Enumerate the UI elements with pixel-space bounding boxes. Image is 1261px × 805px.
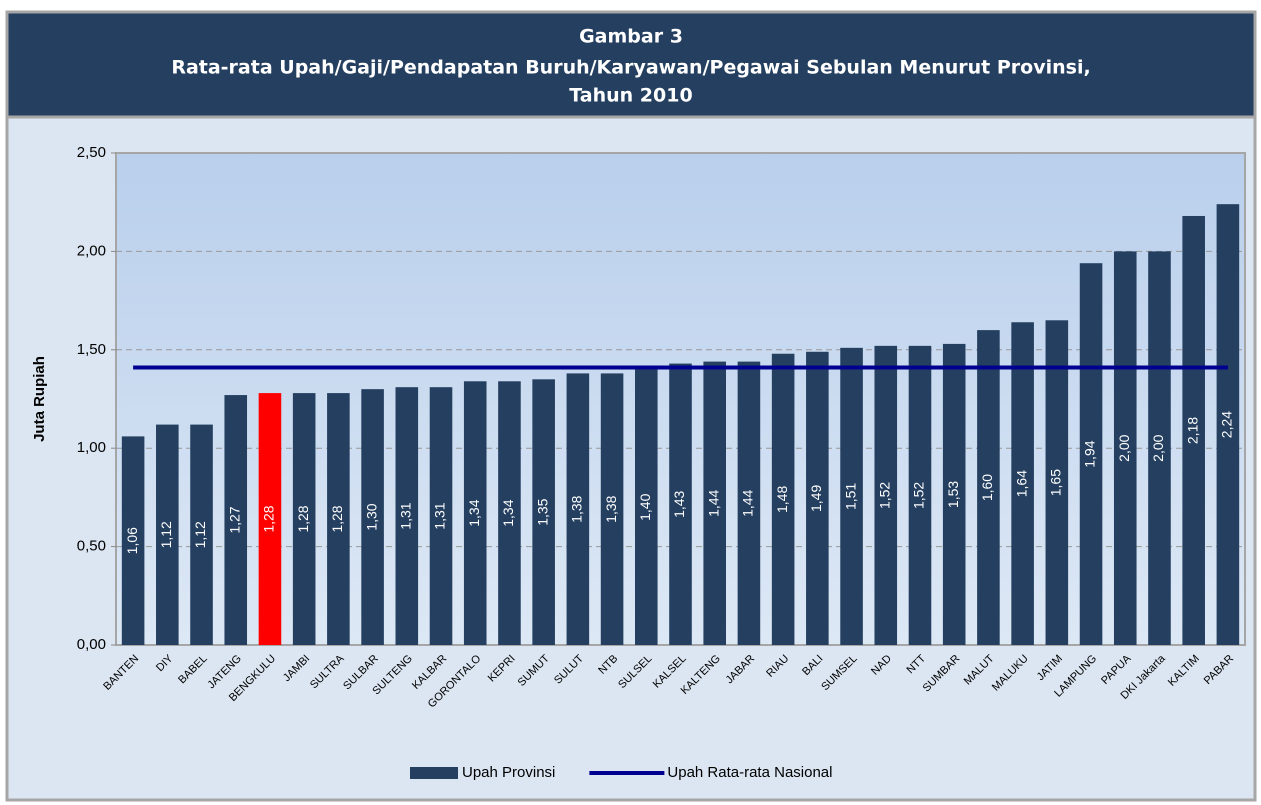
data-label: 1,64 xyxy=(1013,470,1029,497)
data-label: 1,31 xyxy=(398,502,414,529)
data-label: 1,52 xyxy=(876,482,892,509)
bar xyxy=(1216,204,1240,645)
data-label: 1,28 xyxy=(295,505,311,532)
bar xyxy=(327,393,350,645)
bar xyxy=(1148,251,1171,645)
bar xyxy=(395,387,419,645)
y-tick-label: 2,50 xyxy=(77,144,106,161)
data-label: 2,00 xyxy=(1150,434,1166,461)
data-label: 1,28 xyxy=(329,505,345,532)
bar xyxy=(532,379,555,645)
data-label: 1,44 xyxy=(740,489,756,516)
bar xyxy=(1079,263,1103,645)
data-label: 1,65 xyxy=(1048,469,1064,496)
data-label: 1,60 xyxy=(979,474,995,501)
data-label: 1,34 xyxy=(500,499,516,526)
data-label: 1,38 xyxy=(569,495,585,522)
bar xyxy=(361,389,384,645)
data-label: 1,30 xyxy=(363,503,379,530)
data-label: 1,38 xyxy=(603,495,619,522)
header xyxy=(5,10,1257,119)
bar xyxy=(840,347,863,645)
bar xyxy=(806,351,829,645)
bar xyxy=(669,363,692,645)
bar xyxy=(258,393,282,645)
data-label: 1,06 xyxy=(124,527,140,554)
data-label: 2,18 xyxy=(1184,417,1200,444)
bar xyxy=(1113,251,1137,645)
bar xyxy=(942,343,966,645)
legend-label: Upah Rata-rata Nasional xyxy=(667,764,832,781)
bar xyxy=(703,361,727,645)
bar xyxy=(156,424,179,645)
data-label: 1,43 xyxy=(671,490,687,517)
bar xyxy=(498,381,521,645)
bar xyxy=(1011,322,1034,645)
bar xyxy=(600,373,624,645)
bar xyxy=(874,345,898,645)
y-tick-label: 0,00 xyxy=(77,636,106,653)
data-label: 1,31 xyxy=(432,502,448,529)
data-label: 1,49 xyxy=(808,485,824,512)
data-label: 1,28 xyxy=(261,505,277,532)
bar xyxy=(977,330,1000,645)
bar xyxy=(771,353,795,645)
y-axis-label: Juta Rupiah xyxy=(31,356,48,442)
legend-label: Upah Provinsi xyxy=(462,764,555,781)
chart-title: Tahun 2010 xyxy=(569,85,692,107)
bar xyxy=(908,345,932,645)
chart-title: Gambar 3 xyxy=(579,26,683,48)
data-label: 1,27 xyxy=(226,506,242,533)
data-label: 2,24 xyxy=(1219,411,1235,438)
bar xyxy=(292,393,316,645)
y-tick-label: 1,00 xyxy=(77,439,106,456)
bar xyxy=(1182,215,1205,645)
data-label: 1,48 xyxy=(774,486,790,513)
data-label: 1,53 xyxy=(945,481,961,508)
bar xyxy=(224,395,248,645)
bar xyxy=(429,387,453,645)
bar xyxy=(463,381,487,645)
bar xyxy=(634,369,658,645)
data-label: 1,35 xyxy=(534,498,550,525)
chart-title: Rata-rata Upah/Gaji/Pendapatan Buruh/Kar… xyxy=(171,57,1090,79)
data-label: 1,12 xyxy=(158,521,174,548)
data-label: 1,34 xyxy=(466,499,482,526)
bar xyxy=(121,436,145,645)
data-label: 1,44 xyxy=(705,489,721,516)
data-label: 1,51 xyxy=(842,483,858,510)
bar xyxy=(1045,320,1069,645)
legend-swatch xyxy=(410,767,458,779)
data-label: 1,94 xyxy=(1082,440,1098,467)
data-label: 1,12 xyxy=(192,521,208,548)
bar xyxy=(190,424,213,645)
bar xyxy=(566,373,590,645)
y-tick-label: 0,50 xyxy=(77,538,106,555)
data-label: 1,40 xyxy=(637,493,653,520)
y-tick-label: 2,00 xyxy=(77,242,106,259)
data-label: 1,52 xyxy=(911,482,927,509)
data-label: 2,00 xyxy=(1116,434,1132,461)
bar xyxy=(737,361,761,645)
y-tick-label: 1,50 xyxy=(77,341,106,358)
